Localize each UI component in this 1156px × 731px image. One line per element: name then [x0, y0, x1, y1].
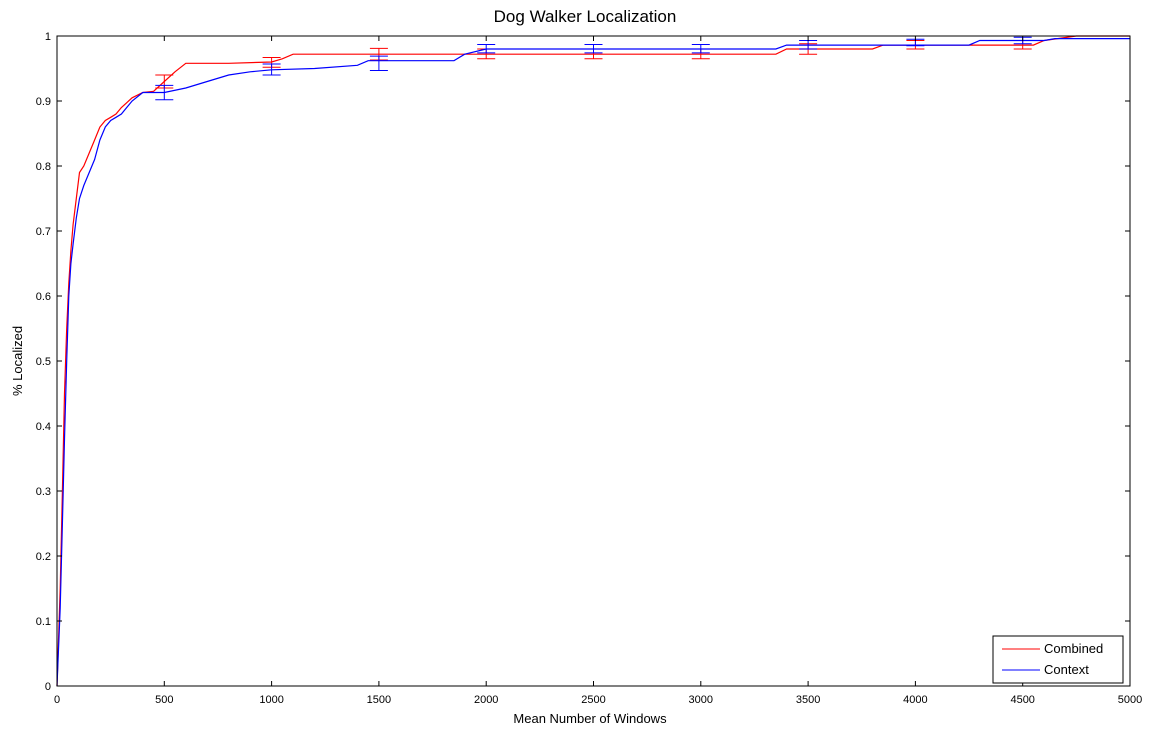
x-tick-label: 4500 — [1010, 694, 1034, 706]
legend-box — [992, 635, 1124, 684]
x-tick-label: 5000 — [1118, 694, 1142, 706]
error-bar-context — [155, 84, 174, 101]
x-tick-label: 2500 — [581, 694, 605, 706]
x-tick-label: 1500 — [367, 694, 391, 706]
error-bar-context — [691, 43, 710, 54]
y-tick-label: 0.2 — [36, 551, 51, 563]
y-tick-label: 1 — [45, 31, 51, 43]
y-tick-label: 0 — [45, 681, 51, 693]
plot-area — [56, 35, 1130, 687]
legend-label-combined: Combined — [1044, 641, 1103, 656]
legend-label-context: Context — [1044, 662, 1089, 677]
x-tick-label: 500 — [155, 694, 173, 706]
error-bar-context — [369, 55, 388, 71]
y-tick-label: 0.8 — [36, 161, 51, 173]
error-bar-context — [477, 43, 496, 54]
x-tick-label: 2000 — [474, 694, 498, 706]
chart-title: Dog Walker Localization — [494, 7, 677, 26]
x-tick-label: 4000 — [903, 694, 927, 706]
series-line-context — [56, 37, 1130, 687]
error-bar-context — [584, 43, 603, 54]
axis-ticks: 0 500 1000 1500 2000 2500 3000 3500 4000 4500 5000… — [36, 31, 1143, 706]
y-tick-label: 0.7 — [36, 226, 51, 238]
legend: Combined Context — [992, 635, 1124, 684]
x-axis-label: Mean Number of Windows — [513, 711, 667, 726]
error-bar-context — [262, 63, 281, 76]
x-tick-label: 1000 — [259, 694, 283, 706]
y-tick-label: 0.6 — [36, 291, 51, 303]
y-tick-label: 0.9 — [36, 96, 51, 108]
y-axis-label: % Localized — [10, 326, 25, 396]
y-tick-label: 0.3 — [36, 486, 51, 498]
x-tick-label: 3500 — [796, 694, 820, 706]
y-tick-label: 0.5 — [36, 356, 51, 368]
x-tick-label: 0 — [54, 694, 60, 706]
x-tick-label: 3000 — [689, 694, 713, 706]
y-tick-label: 0.4 — [36, 421, 51, 433]
y-tick-label: 0.1 — [36, 616, 51, 628]
